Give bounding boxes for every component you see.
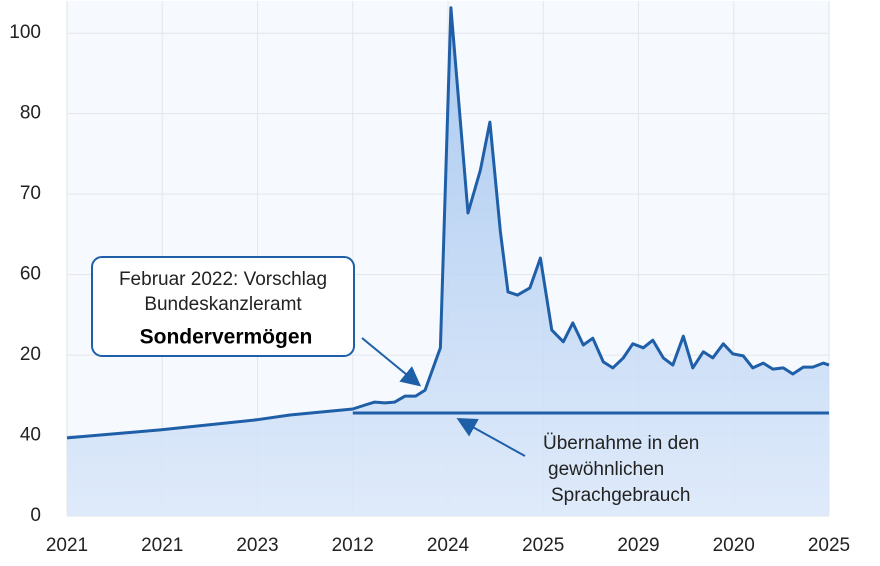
x-tick-label: 2012 [332,535,374,556]
annotation-box [91,256,355,357]
x-tick-label: 2024 [427,535,470,556]
y-tick-label: 20 [20,344,41,365]
x-tick-label: 2023 [236,535,278,556]
x-tick-label: 2021 [141,535,183,556]
x-tick-label: 2029 [617,535,659,556]
annotation-text: Übernahme in den [543,433,699,454]
annotation-arrow [456,418,526,457]
y-tick-label: 70 [20,183,41,204]
y-tick-label: 100 [9,22,41,43]
x-tick-label: 2021 [46,535,88,556]
x-tick-label: 2020 [713,535,755,556]
y-tick-label: 40 [20,425,41,446]
x-tick-label: 2025 [522,535,564,556]
y-tick-label: 60 [20,264,41,285]
y-tick-label: 80 [20,103,41,124]
area [67,7,829,517]
annotation-text: Sondervermögen [140,326,313,349]
annotation-text: Bundeskanzleramt [144,294,302,315]
line [66,6,830,440]
x-tick-label: 2025 [808,535,850,556]
annotation-text: Februar 2022: Vorschlag [119,269,327,290]
annotation-text: gewöhnlichen [548,459,664,480]
y-tick-label: 0 [30,505,41,526]
annotation-arrow [361,337,422,387]
annotation-text: Sprachgebrauch [551,485,690,506]
